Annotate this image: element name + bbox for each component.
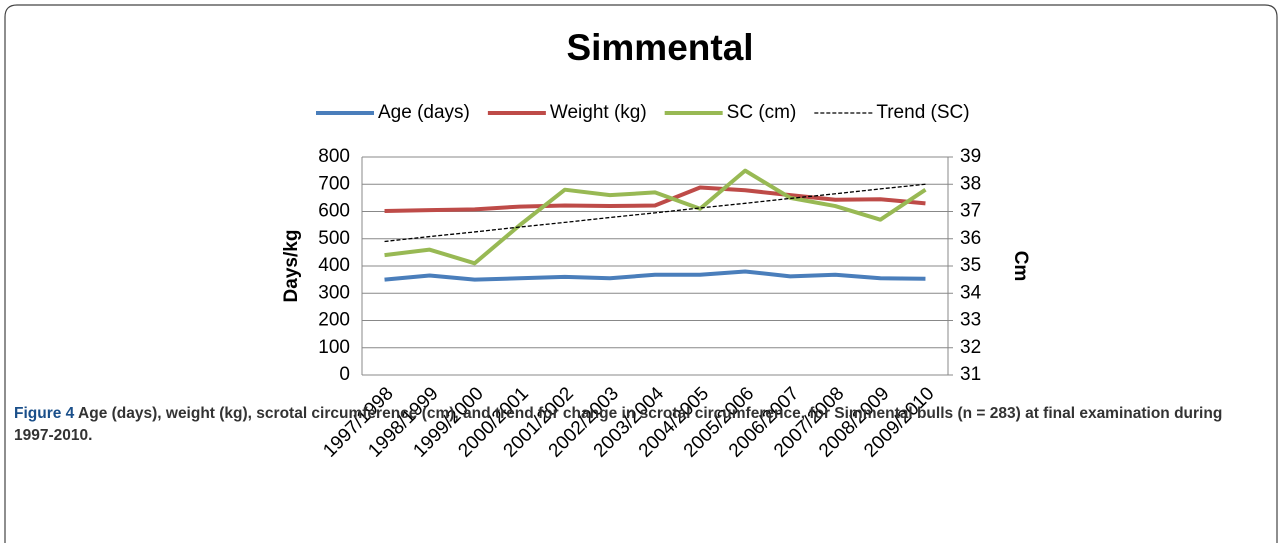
- y-tick-label: 400: [318, 255, 350, 276]
- y2-tick-label: 31: [960, 364, 981, 385]
- caption: Figure 4 Age (days), weight (kg), scrota…: [14, 403, 1254, 447]
- legend-label: SC (cm): [727, 102, 797, 123]
- y2-tick-label: 39: [960, 146, 981, 167]
- y-tick-label: 800: [318, 146, 350, 167]
- legend-label: Trend (SC): [876, 102, 969, 123]
- series-line: [384, 183, 926, 243]
- y2-tick-label: 35: [960, 255, 981, 276]
- series-line: [384, 185, 926, 213]
- y-tick-label: 300: [318, 282, 350, 303]
- y2-tick-label: 33: [960, 310, 981, 331]
- y-tick-label: 200: [318, 310, 350, 331]
- y2-axis-label: Cm: [1010, 251, 1031, 282]
- y-tick-label: 100: [318, 337, 350, 358]
- y2-tick-label: 36: [960, 228, 981, 249]
- y2-tick-label: 32: [960, 337, 981, 358]
- chart-title: Simmental: [566, 27, 753, 68]
- series-line: [384, 168, 927, 266]
- series-line: [384, 269, 926, 282]
- y2-tick-label: 38: [960, 173, 981, 194]
- y2-tick-label: 37: [960, 201, 981, 222]
- legend-label: Age (days): [378, 102, 470, 123]
- y-tick-label: 700: [318, 173, 350, 194]
- y-axis-label: Days/kg: [281, 230, 302, 303]
- legend-label: Weight (kg): [550, 102, 647, 123]
- caption-label: Figure 4: [14, 405, 75, 422]
- y-tick-label: 600: [318, 201, 350, 222]
- y2-tick-label: 34: [960, 282, 982, 303]
- frame: [4, 4, 1278, 543]
- y-tick-label: 500: [318, 228, 350, 249]
- y-tick-label: 0: [339, 364, 350, 385]
- caption-text: Age (days), weight (kg), scrotal circumf…: [14, 405, 1223, 444]
